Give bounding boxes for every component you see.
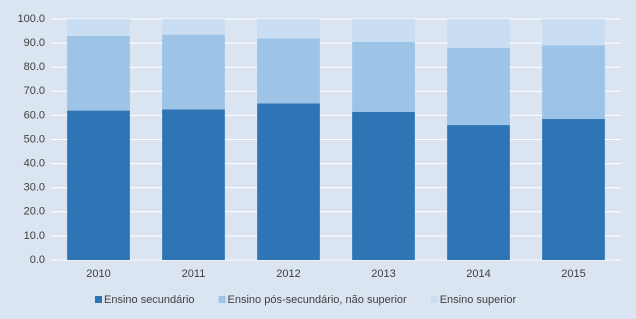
bar-segment <box>257 103 320 260</box>
bar-segment <box>542 119 605 260</box>
bar-segment <box>542 19 605 46</box>
legend-swatch <box>218 296 226 303</box>
legend-swatch <box>430 296 438 303</box>
bar-segment <box>67 110 130 260</box>
bar-segment <box>257 38 320 104</box>
legend-label: Ensino secundário <box>104 294 195 306</box>
y-tick-label: 60.0 <box>24 109 45 121</box>
bar-segment <box>162 109 225 260</box>
x-tick-label: 2014 <box>466 268 490 280</box>
y-tick-label: 50.0 <box>24 133 45 145</box>
x-tick-label: 2012 <box>276 268 300 280</box>
y-tick-label: 80.0 <box>24 61 45 73</box>
bar-segment <box>447 19 510 48</box>
bar-segment <box>67 19 130 36</box>
y-tick-label: 0.0 <box>30 254 45 266</box>
bar-segment <box>352 19 415 42</box>
x-tick-label: 2011 <box>182 268 206 280</box>
bar-segment <box>162 34 225 110</box>
y-tick-label: 100.0 <box>17 13 45 25</box>
y-tick-label: 40.0 <box>24 158 45 170</box>
y-tick-label: 20.0 <box>24 206 45 218</box>
bar-segment <box>257 19 320 39</box>
y-tick-label: 30.0 <box>24 182 45 194</box>
bar-segment <box>162 19 225 35</box>
bar-segment <box>447 125 510 260</box>
x-tick-label: 2015 <box>561 268 585 280</box>
y-tick-label: 90.0 <box>24 37 45 49</box>
bar-segment <box>447 47 510 126</box>
legend-label: Ensino pós-secundário, não superior <box>228 294 408 306</box>
bar-segment <box>67 35 130 111</box>
x-tick-label: 2013 <box>371 268 395 280</box>
bar-segment <box>542 45 605 120</box>
legend-swatch <box>95 296 102 303</box>
x-tick-label: 2010 <box>86 268 110 280</box>
bar-segment <box>352 111 415 260</box>
y-tick-label: 70.0 <box>24 85 45 97</box>
bar-segment <box>352 41 415 112</box>
legend-label: Ensino superior <box>440 294 517 306</box>
y-tick-label: 10.0 <box>24 230 45 242</box>
